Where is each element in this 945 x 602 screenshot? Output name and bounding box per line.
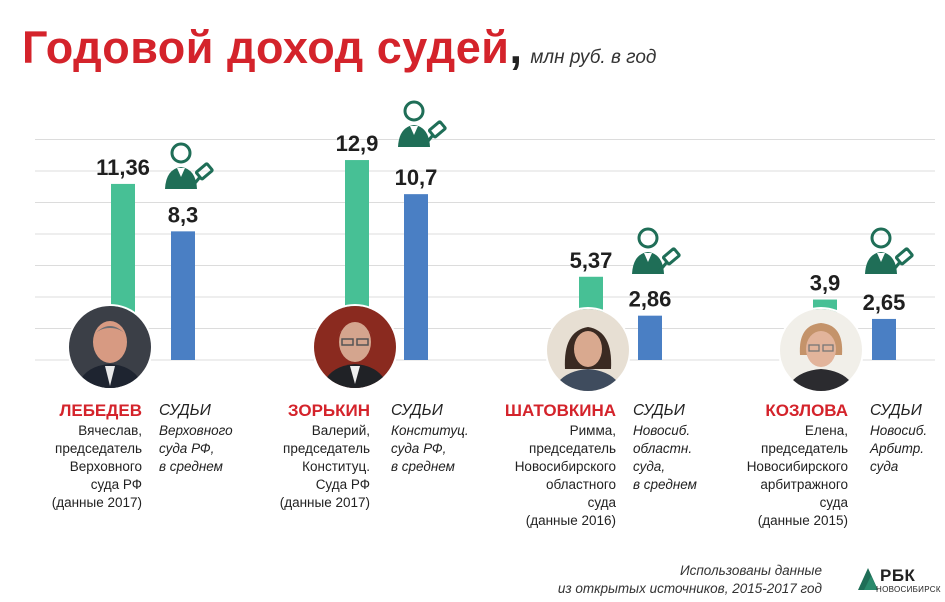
average-desc-line: в среднем — [159, 459, 223, 474]
average-desc-line: Конституц. — [391, 423, 469, 438]
judge-caption-shatovkina: ШАТОВКИНА Римма, председатель Новосибирс… — [488, 400, 616, 530]
chart-title: Годовой доход судей — [22, 22, 510, 73]
judge-gavel-icon — [863, 226, 919, 283]
judge-desc-line: председатель — [529, 441, 616, 456]
rbc-logo-icon — [858, 568, 878, 590]
bars — [111, 160, 896, 360]
judge-caption-kozlova: КОЗЛОВА Елена, председатель Новосибирско… — [720, 400, 848, 530]
average-desc-line: областн. — [633, 441, 693, 456]
judge-desc-line: (данные 2015) — [757, 513, 848, 528]
judge-desc-line: Валерий, — [311, 423, 370, 438]
average-head: СУДЬИ — [391, 402, 443, 419]
average-caption-novosibirsk-regional: СУДЬИ Новосиб. областн. суда, в среднем — [633, 400, 723, 494]
judge-value-label-0: 11,36 — [96, 155, 150, 180]
average-value-label-1: 10,7 — [395, 165, 438, 190]
judge-caption-lebedev: ЛЕБЕДЕВ Вячеслав, председатель Верховног… — [20, 400, 142, 512]
footnote-line: из открытых источников, 2015-2017 год — [557, 581, 822, 596]
judge-gavel-icon — [630, 226, 686, 283]
average-bar-0 — [171, 231, 195, 360]
judge-desc-line: областного — [545, 477, 616, 492]
judge-caption-zorkin: ЗОРЬКИН Валерий, председатель Конституц.… — [248, 400, 370, 512]
judge-desc-line: Новосибирского — [746, 459, 848, 474]
judge-name: ЛЕБЕДЕВ — [59, 401, 142, 420]
average-desc-line: суда, — [633, 459, 666, 474]
title-comma: , — [509, 22, 522, 73]
judge-desc-line: председатель — [761, 441, 848, 456]
average-value-label-2: 2,86 — [629, 287, 672, 312]
judge-desc-line: Елена, — [804, 423, 848, 438]
average-caption-novosibirsk-arbitration: СУДЬИ Новосиб. Арбитр. суда — [870, 400, 942, 476]
average-desc-line: Верховного — [159, 423, 233, 438]
judge-value-label-1: 12,9 — [336, 131, 379, 156]
average-desc-line: Новосиб. — [633, 423, 691, 438]
judge-desc-line: (данные 2017) — [279, 495, 370, 510]
title-row: Годовой доход судей, млн руб. в год — [22, 22, 656, 74]
average-desc-line: суда РФ, — [391, 441, 447, 456]
average-value-label-0: 8,3 — [168, 202, 199, 227]
average-caption-constitutional: СУДЬИ Конституц. суда РФ, в среднем — [391, 400, 491, 476]
judge-value-label-3: 3,9 — [810, 271, 841, 296]
judge-desc-line: суда РФ — [90, 477, 142, 492]
avatar-shatovkina — [545, 307, 631, 393]
footnote-line: Использованы данные — [679, 563, 822, 578]
average-desc-line: суда — [870, 459, 899, 474]
judge-gavel-icon — [163, 141, 219, 198]
average-desc-line: в среднем — [633, 477, 697, 492]
judge-desc-line: Римма, — [569, 423, 616, 438]
avatar-zorkin — [312, 304, 398, 390]
average-desc-line: Арбитр. — [870, 441, 924, 456]
logo-name: РБК — [880, 566, 916, 585]
average-head: СУДЬИ — [633, 402, 685, 419]
average-head: СУДЬИ — [159, 402, 211, 419]
judge-desc-line: (данные 2016) — [525, 513, 616, 528]
judge-name: ЗОРЬКИН — [287, 401, 370, 420]
judge-name: КОЗЛОВА — [765, 401, 848, 420]
source-footnote: Использованы данные из открытых источник… — [500, 562, 822, 598]
judge-desc-line: Верховного — [69, 459, 142, 474]
average-bar-1 — [404, 194, 428, 360]
judge-desc-line: Вячеслав, — [78, 423, 142, 438]
average-desc-line: в среднем — [391, 459, 455, 474]
judge-desc-line: арбитражного — [760, 477, 848, 492]
judge-desc-line: суда — [587, 495, 616, 510]
logo-city: НОВОСИБИРСК — [876, 585, 941, 594]
average-bar-3 — [872, 318, 896, 360]
judge-name: ШАТОВКИНА — [504, 401, 616, 420]
avatar-kozlova — [778, 307, 864, 393]
value-labels: 11,36 12,9 5,37 3,9 8,3 10,7 2,86 2,65 — [96, 131, 905, 315]
avatar-lebedev — [67, 304, 153, 390]
judge-gavel-icon — [396, 99, 452, 156]
judge-desc-line: Конституц. — [302, 459, 370, 474]
average-value-label-3: 2,65 — [863, 290, 906, 315]
judge-desc-line: суда — [819, 495, 848, 510]
average-head: СУДЬИ — [870, 402, 922, 419]
judge-desc-line: Новосибирского — [514, 459, 616, 474]
average-caption-supreme: СУДЬИ Верховного суда РФ, в среднем — [159, 400, 259, 476]
judge-desc-line: (данные 2017) — [51, 495, 142, 510]
average-bar-2 — [638, 315, 662, 360]
judge-value-label-2: 5,37 — [570, 248, 613, 273]
average-desc-line: Новосиб. — [870, 423, 928, 438]
judge-desc-line: председатель — [283, 441, 370, 456]
chart-unit: млн руб. в год — [530, 47, 657, 68]
judge-desc-line: Суда РФ — [315, 477, 370, 492]
judge-desc-line: председатель — [55, 441, 142, 456]
average-desc-line: суда РФ, — [159, 441, 215, 456]
